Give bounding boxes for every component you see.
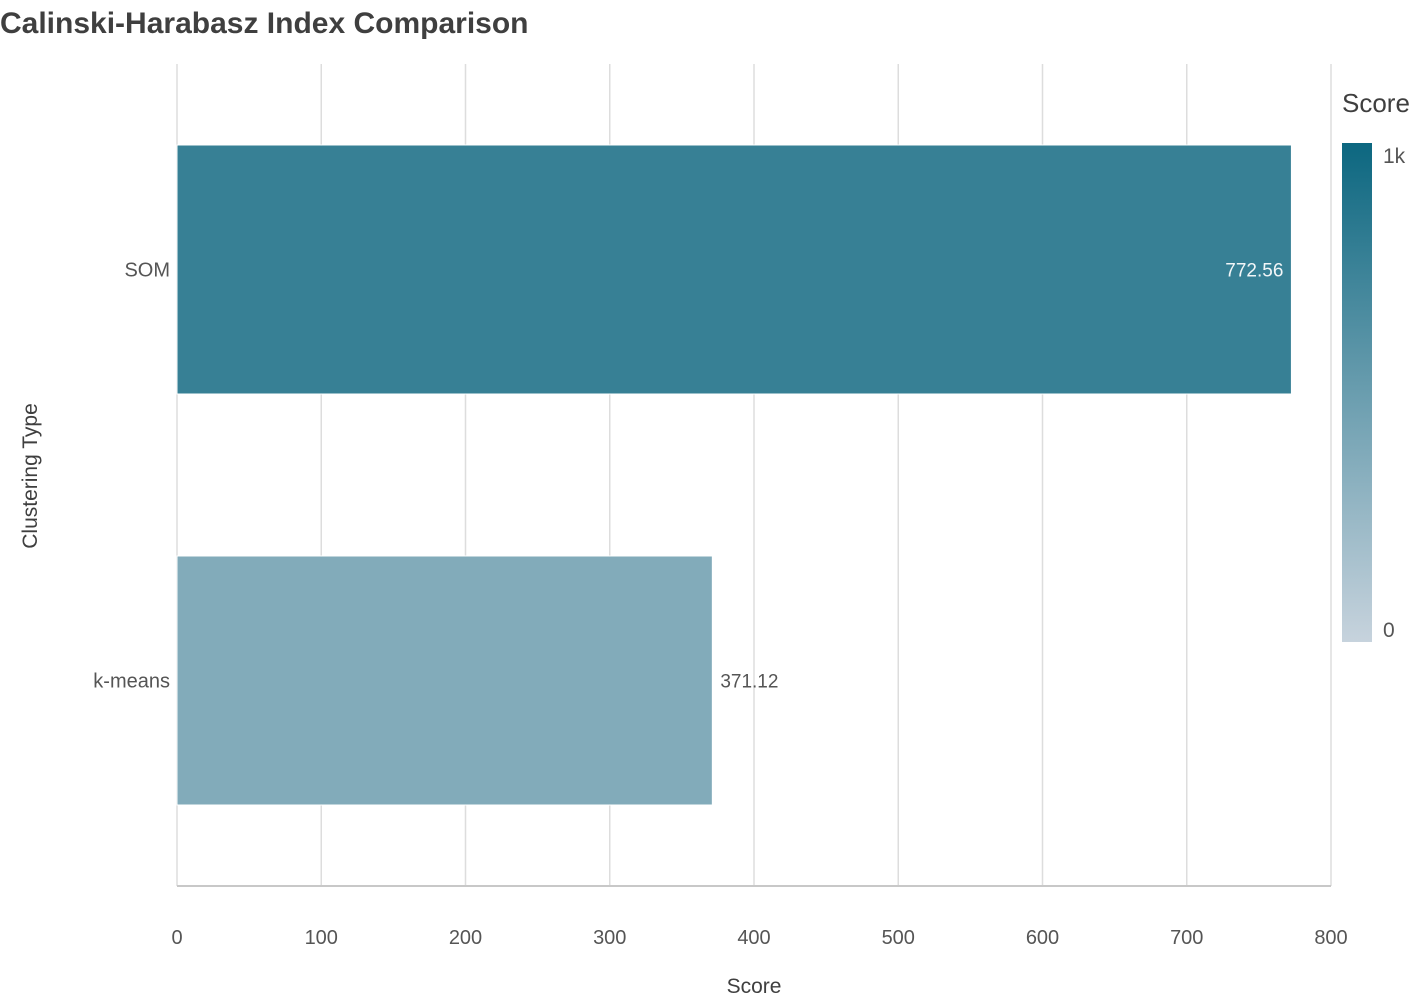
x-axis-title: Score: [727, 975, 782, 998]
x-tick-label-0: 0: [171, 927, 182, 949]
legend: Score 1k 0: [1342, 88, 1410, 642]
x-tick-label-400: 400: [737, 927, 770, 949]
x-tick-label-200: 200: [449, 927, 482, 949]
y-tick-label-k-means: k-means: [93, 671, 170, 693]
x-tick-labels: 0 100 200 300 400 500 600 700 800: [171, 927, 1347, 949]
x-tick-label-300: 300: [593, 927, 626, 949]
bars: [176, 144, 1292, 806]
legend-max-label: 1k: [1383, 145, 1406, 168]
bar-k-means: [176, 555, 713, 806]
legend-min-label: 0: [1383, 619, 1395, 642]
x-tick-label-100: 100: [305, 927, 338, 949]
y-tick-label-som: SOM: [124, 260, 170, 282]
x-tick-label-700: 700: [1170, 927, 1203, 949]
legend-colorbar: [1342, 143, 1372, 642]
bar-som: [176, 144, 1292, 395]
legend-title: Score: [1342, 88, 1410, 118]
chart-title: Calinski-Harabasz Index Comparison: [0, 7, 529, 40]
x-tick-label-600: 600: [1026, 927, 1059, 949]
y-tick-labels: SOM k-means: [93, 260, 170, 693]
x-tick-label-500: 500: [882, 927, 915, 949]
data-label-k-means: 371.12: [720, 672, 778, 693]
y-axis-title: Clustering Type: [19, 403, 42, 549]
x-tick-label-800: 800: [1314, 927, 1347, 949]
data-label-som: 772.56: [1225, 261, 1283, 282]
data-labels: 772.56 371.12: [720, 261, 1283, 693]
